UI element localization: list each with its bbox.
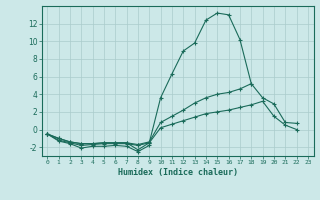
X-axis label: Humidex (Indice chaleur): Humidex (Indice chaleur)	[118, 168, 237, 177]
